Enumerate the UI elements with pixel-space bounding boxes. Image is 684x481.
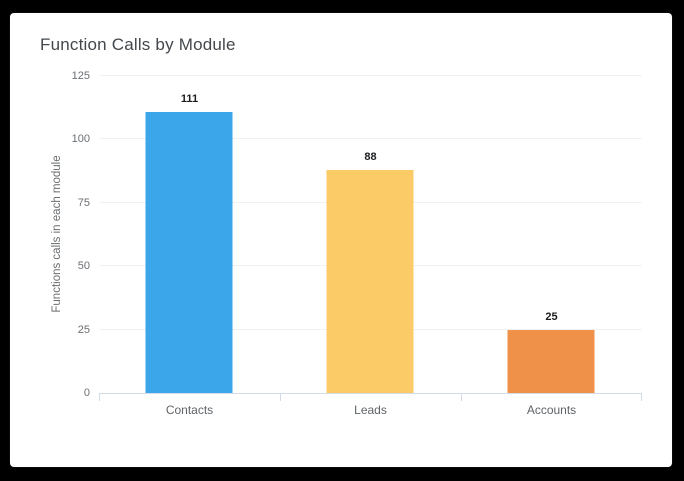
bar-contacts[interactable] bbox=[145, 111, 233, 393]
x-tick-mark bbox=[99, 393, 100, 401]
y-tick-label-125: 125 bbox=[71, 70, 90, 82]
bar-value-label-accounts: 25 bbox=[545, 310, 558, 323]
gridline-100 bbox=[99, 138, 642, 140]
y-tick-label-75: 75 bbox=[77, 196, 90, 209]
y-tick-label-25: 25 bbox=[77, 323, 90, 336]
y-tick-label-0: 0 bbox=[83, 387, 90, 399]
bar-slot-leads: 88 bbox=[280, 76, 461, 393]
bar-leads[interactable] bbox=[326, 169, 414, 393]
y-axis: 0 25 50 75 100 125 bbox=[10, 70, 99, 399]
bar-slot-contacts: 111 bbox=[99, 76, 280, 393]
x-category-label-leads: Leads bbox=[354, 403, 387, 417]
x-tick-mark bbox=[460, 393, 462, 401]
x-category-label-contacts: Contacts bbox=[165, 403, 214, 417]
x-tick-mark bbox=[641, 393, 642, 401]
plot-area: 111 88 25 bbox=[99, 75, 642, 401]
chart-title: Function Calls by Module bbox=[40, 35, 236, 54]
chart-card: Function Calls by Module Functions calls… bbox=[10, 13, 672, 467]
bar-value-label-contacts: 111 bbox=[180, 92, 199, 105]
x-axis: Contacts Leads Accounts bbox=[99, 401, 642, 421]
bar-value-label-leads: 88 bbox=[364, 150, 377, 163]
x-tick-mark bbox=[279, 393, 281, 401]
gridline-125 bbox=[99, 75, 642, 76]
y-tick-label-50: 50 bbox=[77, 260, 90, 273]
bar-slot-accounts: 25 bbox=[461, 76, 642, 393]
y-tick-label-100: 100 bbox=[71, 133, 90, 146]
bar-accounts[interactable] bbox=[507, 329, 595, 393]
x-category-label-accounts: Accounts bbox=[526, 403, 577, 417]
